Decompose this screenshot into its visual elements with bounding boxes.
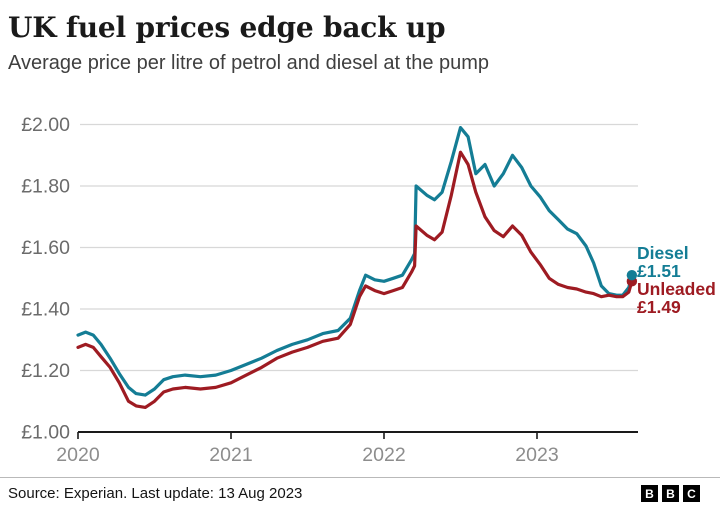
- series-end-label: Unleaded: [637, 279, 716, 299]
- x-axis-tick-label: 2020: [56, 444, 100, 466]
- bbc-logo-block-b1: B: [641, 485, 658, 502]
- diesel-end-dot: [626, 269, 638, 281]
- x-axis-tick-label: 2021: [209, 444, 252, 466]
- chart-subtitle: Average price per litre of petrol and di…: [8, 52, 490, 75]
- series-end-label: £1.51: [637, 261, 681, 281]
- x-axis-tick-label: 2023: [515, 444, 558, 466]
- y-axis-tick-label: £1.20: [21, 360, 70, 382]
- y-axis-tick-label: £1.00: [21, 422, 70, 444]
- bbc-logo: B B C: [641, 485, 700, 502]
- footer: Source: Experian. Last update: 13 Aug 20…: [0, 477, 720, 506]
- y-axis-tick-label: £1.60: [21, 237, 70, 259]
- bbc-logo-block-c: C: [683, 485, 700, 502]
- y-axis-tick-label: £1.40: [21, 299, 70, 321]
- unleaded-line: [76, 150, 634, 409]
- chart-header: UK fuel prices edge back up Average pric…: [8, 11, 712, 75]
- bbc-logo-block-b2: B: [662, 485, 679, 502]
- y-axis-tick-label: £2.00: [21, 114, 70, 136]
- source-text: Source: Experian. Last update: 13 Aug 20…: [8, 485, 303, 502]
- series-end-label: £1.49: [637, 297, 681, 317]
- series-end-label: Diesel: [637, 243, 689, 263]
- page-title: UK fuel prices edge back up: [8, 11, 446, 44]
- y-axis-tick-label: £1.80: [21, 176, 70, 198]
- x-axis-tick-label: 2022: [362, 444, 405, 466]
- diesel-line: [76, 125, 634, 397]
